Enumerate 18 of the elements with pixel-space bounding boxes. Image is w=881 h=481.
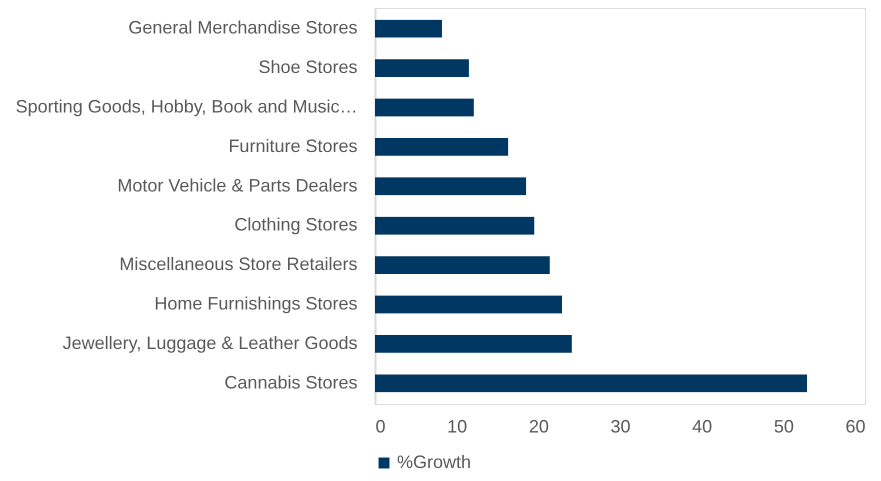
- y-tick-label: Miscellaneous Store Retailers: [119, 254, 358, 274]
- y-tick-label: Motor Vehicle & Parts Dealers: [117, 175, 358, 196]
- y-tick-label: Shoe Stores: [258, 57, 358, 78]
- x-tick-label: 0: [376, 416, 386, 436]
- x-tick-label: 40: [692, 416, 712, 436]
- x-tick-label: 30: [610, 416, 631, 436]
- y-tick-label: Cannabis Stores: [224, 372, 358, 392]
- y-tick-label: Sporting Goods, Hobby, Book and Music…: [16, 96, 358, 116]
- x-tick-label: 20: [528, 416, 549, 436]
- y-tick-label: Clothing Stores: [234, 214, 358, 235]
- x-tick-label: 50: [774, 416, 794, 436]
- x-tick-label: 10: [447, 416, 468, 436]
- x-tick-label: 60: [845, 416, 866, 436]
- y-tick-label: Furniture Stores: [228, 136, 358, 156]
- y-tick-label: Home Furnishings Stores: [154, 294, 358, 314]
- y-tick-label: Jewellery, Luggage & Leather Goods: [62, 332, 358, 353]
- legend-label: %Growth: [397, 452, 472, 472]
- y-tick-label: General Merchandise Stores: [128, 18, 358, 38]
